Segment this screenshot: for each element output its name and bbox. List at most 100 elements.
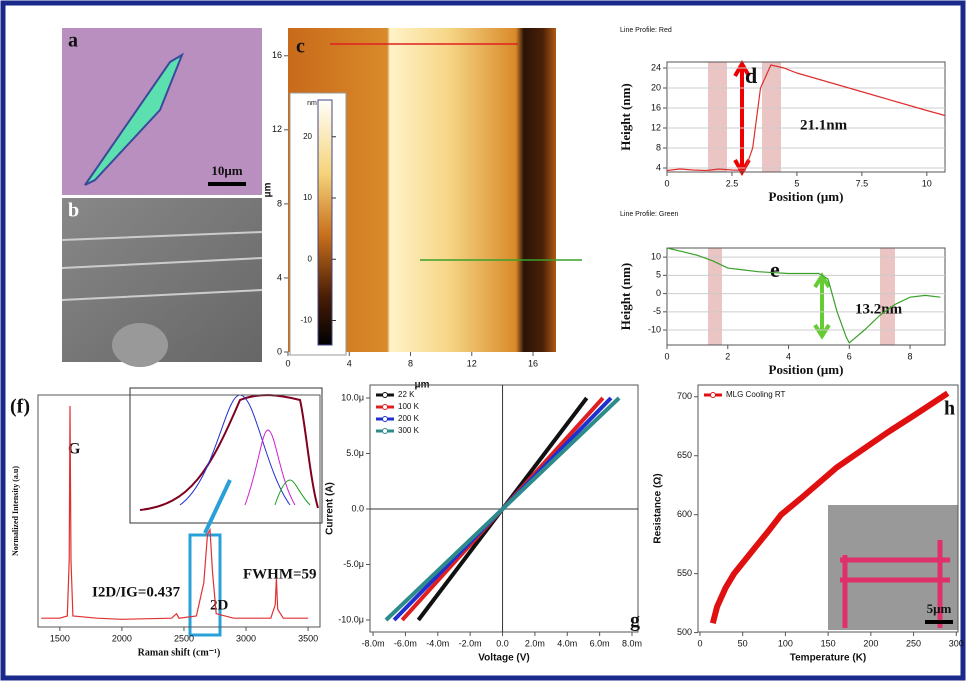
data-line: [384, 396, 621, 622]
y-tick-label: 16: [651, 102, 661, 112]
panel-label: e: [770, 257, 780, 282]
annotation: 2D: [210, 597, 229, 613]
x-tick-label: 2500: [174, 633, 194, 643]
y-axis-label: Current (A): [325, 482, 336, 535]
data-line: [709, 390, 950, 624]
x-tick-label: 2.5: [726, 178, 739, 188]
panel-label: c: [296, 36, 305, 58]
panel-label: a: [68, 30, 78, 52]
y-axis-label: μm: [263, 182, 274, 197]
y-tick-label: 12: [651, 122, 661, 132]
x-tick-label: 3500: [298, 633, 318, 643]
x-tick-label: 6.0m: [590, 638, 610, 648]
scale-bar: [208, 182, 246, 186]
x-axis-label: Voltage (V): [478, 653, 529, 664]
scale-bar-label: 5μm: [927, 601, 952, 616]
y-tick-label: 0.0: [351, 503, 364, 513]
x-tick-label: 4: [786, 351, 791, 361]
y-tick-label: -5: [653, 306, 661, 316]
colorbar-tick-label: 20: [303, 132, 312, 141]
x-tick-label: 1500: [50, 633, 70, 643]
y-axis-label: Normalized Intensity (a.u): [11, 466, 20, 556]
x-tick-label: 2.0m: [525, 638, 545, 648]
y-tick-label: 8: [277, 198, 282, 208]
legend-marker: [382, 416, 388, 422]
y-tick-label: 24: [651, 62, 661, 72]
y-axis-label: Height (nm): [618, 83, 633, 151]
x-tick-label: 0: [664, 351, 669, 361]
highlight: [880, 248, 895, 345]
y-tick-label: -10: [648, 324, 661, 334]
colorbar: [317, 99, 333, 346]
electrodes: [840, 540, 950, 628]
colorbar-label: nm: [307, 100, 317, 107]
y-tick-label: 12: [272, 124, 282, 134]
x-tick-label: -4.0m: [426, 638, 449, 648]
x-axis-label: Position (μm): [769, 362, 844, 377]
y-tick-label: 4: [277, 272, 282, 282]
x-tick-label: 10: [922, 178, 932, 188]
x-axis-label: Temperature (K): [790, 653, 867, 664]
y-tick-label: 5.0μ: [346, 448, 364, 458]
y-tick-label: 600: [677, 509, 692, 519]
x-axis-label: Raman shift (cm⁻¹): [138, 647, 221, 658]
annotation: FWHM=59: [243, 566, 317, 582]
panel-label: h: [944, 398, 955, 420]
y-tick-label: 500: [677, 627, 692, 637]
highlight: [762, 62, 781, 172]
x-tick-label: 50: [738, 638, 748, 648]
annotation: 13.2nm: [855, 301, 903, 317]
legend-label: 22 K: [398, 390, 415, 399]
y-axis-label: Height (nm): [618, 263, 633, 331]
x-tick-label: 250: [906, 638, 921, 648]
x-tick-label: 7.5: [856, 178, 869, 188]
x-tick-label: 200: [863, 638, 878, 648]
plot-frame: [666, 247, 946, 346]
legend-label: 200 K: [398, 414, 420, 423]
x-tick-label: 8.0m: [622, 638, 642, 648]
highlight-box: [188, 533, 222, 637]
x-tick-label: 100: [778, 638, 793, 648]
panel-label: (f): [10, 396, 30, 418]
x-tick-label: 16: [528, 358, 538, 368]
x-tick-label: 2: [725, 351, 730, 361]
sem-features: [61, 231, 263, 301]
x-tick-label: 0: [664, 178, 669, 188]
x-tick-label: 300: [949, 638, 964, 648]
y-tick-label: 16: [272, 50, 282, 60]
legend-marker: [710, 392, 716, 398]
y-tick-label: 650: [677, 450, 692, 460]
colorbar-tick-label: 0: [308, 254, 313, 263]
highlight: [708, 248, 722, 345]
y-tick-label: 4: [656, 162, 661, 172]
scale-bar: [925, 620, 953, 624]
chart-title: Line Profile: Green: [620, 211, 678, 218]
inset-curve: [274, 479, 311, 506]
inset-image: [828, 505, 958, 630]
legend-label: 100 K: [398, 402, 420, 411]
x-tick-label: 0.0: [496, 638, 509, 648]
x-tick-label: 8: [908, 351, 913, 361]
panel-label: d: [745, 63, 757, 88]
x-tick-label: 4.0m: [557, 638, 577, 648]
arrow: [813, 272, 831, 340]
colorbar-tick-label: 10: [303, 193, 312, 202]
y-tick-label: -5.0μ: [343, 559, 364, 569]
y-axis-label: Resistance (Ω): [653, 473, 664, 543]
plot-frame: [666, 61, 946, 173]
sem-features: [112, 323, 168, 367]
legend-label: MLG Cooling RT: [726, 390, 786, 399]
x-tick-label: -8.0m: [362, 638, 385, 648]
flake: [84, 52, 185, 186]
x-tick-label: 2000: [112, 633, 132, 643]
panel-label: g: [630, 610, 640, 632]
y-tick-label: 550: [677, 568, 692, 578]
scale-bar-label: 10μm: [211, 163, 242, 178]
panel-label: b: [68, 200, 79, 222]
x-tick-label: 5: [794, 178, 799, 188]
x-tick-label: 8: [408, 358, 413, 368]
x-tick-label: -2.0m: [459, 638, 482, 648]
y-tick-label: 0: [277, 346, 282, 356]
